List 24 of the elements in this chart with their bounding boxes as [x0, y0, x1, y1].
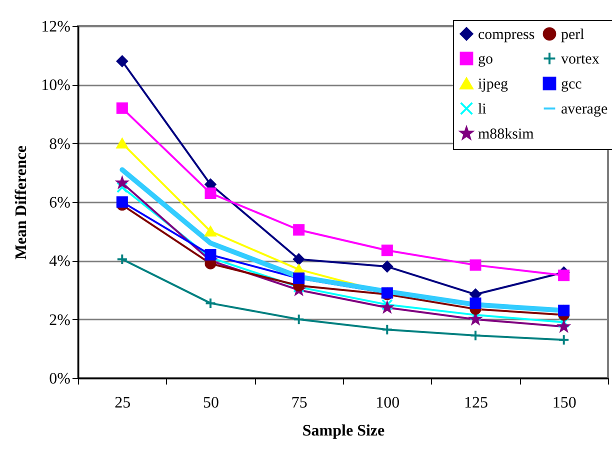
- y-tick-label: 8%: [49, 136, 70, 153]
- x-tick-label: 100: [376, 394, 400, 412]
- legend-label: li: [478, 102, 486, 118]
- y-tick-label: 6%: [49, 194, 70, 212]
- x-tick-label: 50: [203, 394, 219, 412]
- x-axis-title: Sample Size: [302, 422, 385, 440]
- y-tick-label: 2%: [49, 312, 70, 329]
- x-tick-label: 75: [291, 394, 308, 412]
- legend-label: perl: [561, 26, 584, 43]
- y-tick-label: 12%: [41, 18, 70, 36]
- legend-label: gcc: [561, 76, 582, 92]
- legend-label: vortex: [561, 52, 600, 68]
- legend-label: compress: [478, 26, 535, 43]
- x-tick-label: 25: [114, 394, 131, 412]
- x-tick-label: 125: [464, 394, 488, 412]
- y-axis-title: Mean Difference: [13, 146, 30, 260]
- legend-label: ijpeg: [478, 76, 508, 92]
- y-tick-label: 4%: [49, 253, 70, 270]
- legend-label: go: [478, 52, 493, 68]
- y-tick-label: 0%: [49, 370, 70, 388]
- legend-label: average: [561, 102, 608, 118]
- x-tick-label: 150: [552, 394, 576, 412]
- legend-label: m88ksim: [478, 126, 534, 142]
- y-tick-label: 10%: [41, 77, 70, 94]
